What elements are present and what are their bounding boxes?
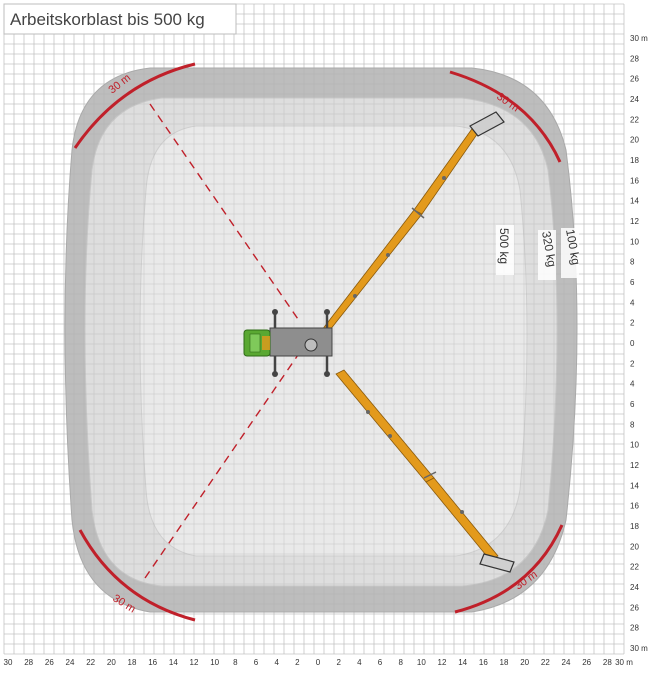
zone-labels: 500 kg 320 kg 100 kg	[496, 225, 583, 280]
y-tick-label: 2	[630, 359, 635, 368]
y-tick-label: 24	[630, 95, 639, 104]
y-tick-label: 20	[630, 136, 639, 145]
y-tick-label: 8	[630, 258, 635, 267]
x-tick-label: 10	[417, 658, 426, 667]
x-tick-label: 28	[24, 658, 33, 667]
x-tick-label: 28	[603, 658, 612, 667]
diagram-title: Arbeitskorblast bis 500 kg	[10, 10, 205, 29]
x-tick-label: 26	[45, 658, 54, 667]
y-tick-label: 24	[630, 583, 639, 592]
x-tick-label: 2	[336, 658, 341, 667]
y-tick-label: 6	[630, 278, 635, 287]
y-tick-label: 18	[630, 522, 639, 531]
x-tick-label: 22	[541, 658, 550, 667]
y-tick-label: 0	[630, 339, 635, 348]
x-tick-label: 10	[210, 658, 219, 667]
x-tick-label: 4	[274, 658, 279, 667]
x-tick-label: 18	[500, 658, 509, 667]
grid-overlay	[3, 3, 625, 655]
y-tick-label: 4	[630, 380, 635, 389]
dashed-line-upper-left	[149, 103, 301, 323]
y-tick-label: 10	[630, 237, 639, 246]
zone-label-100kg: 100 kg	[563, 228, 583, 266]
y-tick-label: 14	[630, 481, 639, 490]
zone-500kg-area	[139, 125, 528, 557]
y-tick-label: 26	[630, 603, 639, 612]
y-tick-label: 28	[630, 54, 639, 63]
y-tick-label: 16	[630, 502, 639, 511]
x-tick-label: 26	[582, 658, 591, 667]
x-tick-label: 14	[458, 658, 467, 667]
y-axis-ticks: 30 m282624222018161412108642024681012141…	[630, 34, 648, 653]
x-tick-label: 20	[520, 658, 529, 667]
x-tick-label: 2	[295, 658, 300, 667]
x-tick-label: 22	[86, 658, 95, 667]
y-tick-label: 26	[630, 75, 639, 84]
x-tick-label: 16	[148, 658, 157, 667]
truck	[243, 309, 333, 377]
basket-upper	[469, 111, 505, 137]
x-axis-ticks: 30 28 26 24 22 20 18 16 14 12 10 8 6 4 2 0 2 4 6 8 10 12 14 16 1…	[4, 658, 634, 667]
y-tick-label: 10	[630, 441, 639, 450]
y-tick-label: 22	[630, 115, 639, 124]
y-tick-label: 28	[630, 624, 639, 633]
reach-arc-top-left	[73, 62, 196, 149]
x-tick-label: 4	[357, 658, 362, 667]
x-tick-label: 30	[4, 658, 13, 667]
y-tick-label: 16	[630, 176, 639, 185]
basket-lower	[479, 553, 515, 573]
boom-lower	[335, 369, 499, 561]
title-box: Arbeitskorblast bis 500 kg	[3, 3, 237, 35]
x-tick-label: 6	[254, 658, 259, 667]
reach-arcs	[73, 62, 564, 622]
y-tick-label: 18	[630, 156, 639, 165]
x-tick-label: 12	[190, 658, 199, 667]
y-tick-label: 12	[630, 461, 639, 470]
y-tick-label: 20	[630, 542, 639, 551]
x-tick-label: 18	[128, 658, 137, 667]
zone-label-320kg: 320 kg	[539, 230, 559, 268]
x-tick-label: 8	[398, 658, 403, 667]
x-tick-label: 14	[169, 658, 178, 667]
y-tick-label: 6	[630, 400, 635, 409]
x-tick-label: 6	[378, 658, 383, 667]
y-tick-label: 14	[630, 197, 639, 206]
reach-arc-top-right	[449, 70, 562, 163]
y-tick-label: 22	[630, 563, 639, 572]
x-tick-label: 30 m	[615, 658, 633, 667]
y-tick-label: 30 m	[630, 644, 648, 653]
x-tick-label: 0	[316, 658, 321, 667]
zone-label-500kg: 500 kg	[497, 228, 511, 264]
reach-arc-bottom-right	[454, 524, 564, 614]
y-tick-label: 30 m	[630, 34, 648, 43]
x-tick-label: 24	[562, 658, 571, 667]
x-tick-label: 8	[233, 658, 238, 667]
x-tick-label: 20	[107, 658, 116, 667]
reach-arc-bottom-left	[78, 529, 196, 622]
y-tick-label: 2	[630, 319, 635, 328]
x-tick-label: 24	[66, 658, 75, 667]
reach-lines	[144, 103, 301, 579]
y-tick-label: 4	[630, 298, 635, 307]
x-tick-label: 16	[479, 658, 488, 667]
y-tick-label: 12	[630, 217, 639, 226]
dashed-line-lower-left	[144, 351, 301, 579]
x-tick-label: 12	[438, 658, 447, 667]
truck-bed	[269, 327, 333, 357]
y-tick-label: 8	[630, 420, 635, 429]
